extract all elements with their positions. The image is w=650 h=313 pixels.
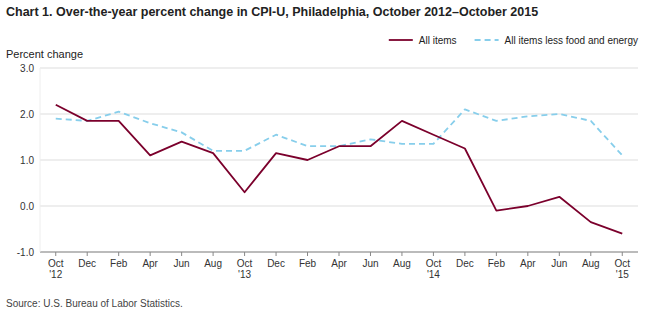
y-axis-line bbox=[40, 68, 41, 252]
x-tick bbox=[307, 252, 308, 256]
y-tick-label: 2.0 bbox=[20, 109, 34, 120]
legend-item: All items bbox=[389, 35, 457, 46]
y-tick-label: -1.0 bbox=[17, 247, 35, 258]
page: {"chart_data": { "type": "line", "title"… bbox=[0, 0, 650, 313]
y-tick-label: 0.0 bbox=[20, 201, 34, 212]
grid-line bbox=[40, 160, 638, 161]
x-tick-label-line: Apr bbox=[142, 258, 158, 269]
x-tick bbox=[87, 252, 88, 256]
legend-swatch bbox=[475, 39, 499, 41]
x-tick-label-line: Oct bbox=[426, 258, 442, 269]
chart-container: Chart 1. Over-the-year percent change in… bbox=[0, 0, 650, 313]
x-tick-label-line: '13 bbox=[238, 269, 251, 280]
x-tick-label: Oct'13 bbox=[237, 258, 253, 280]
title: Chart 1. Over-the-year percent change in… bbox=[6, 5, 538, 19]
x-tick-label: Jun bbox=[362, 258, 378, 269]
x-tick-label-line: Feb bbox=[299, 258, 317, 269]
x-tick-label-line: Apr bbox=[520, 258, 536, 269]
x-tick-label: Feb bbox=[488, 258, 506, 269]
x-tick-label-line: Dec bbox=[78, 258, 96, 269]
x-tick bbox=[496, 252, 497, 256]
x-tick-label-line: Dec bbox=[267, 258, 285, 269]
x-tick-label: Oct'15 bbox=[614, 258, 630, 280]
x-tick-label: Apr bbox=[331, 258, 347, 269]
x-tick-label-line: '15 bbox=[616, 269, 629, 280]
x-tick-label-line: Apr bbox=[331, 258, 347, 269]
x-tick-label-line: Aug bbox=[204, 258, 222, 269]
x-tick-label: Jun bbox=[174, 258, 190, 269]
x-tick bbox=[276, 252, 277, 256]
x-tick-label: Apr bbox=[142, 258, 158, 269]
x-tick bbox=[339, 252, 340, 256]
x-tick-label-line: Feb bbox=[110, 258, 128, 269]
source-note: Source: U.S. Bureau of Labor Statistics. bbox=[6, 298, 183, 309]
y-grid bbox=[40, 68, 638, 252]
chart-svg: Chart 1. Over-the-year percent change in… bbox=[0, 0, 650, 313]
background bbox=[0, 0, 650, 313]
x-tick-label: Jun bbox=[551, 258, 567, 269]
x-tick bbox=[244, 252, 245, 256]
x-tick bbox=[527, 252, 528, 256]
x-tick-label-line: Oct bbox=[614, 258, 630, 269]
x-tick bbox=[370, 252, 371, 256]
x-tick-label-line: Dec bbox=[456, 258, 474, 269]
x-tick bbox=[150, 252, 151, 256]
x-tick-label: Dec bbox=[78, 258, 96, 269]
x-tick-label: Oct'12 bbox=[48, 258, 64, 280]
x-tick bbox=[55, 252, 56, 256]
legend: All items All items less food and energy bbox=[389, 35, 638, 46]
x-tick-label-line: Feb bbox=[488, 258, 506, 269]
grid-line bbox=[40, 206, 638, 207]
x-tick bbox=[433, 252, 434, 256]
x-tick bbox=[622, 252, 623, 256]
x-tick-label-line: Jun bbox=[174, 258, 190, 269]
y-tick-labels: -1.0 0.0 1.0 2.0 3.0 bbox=[17, 63, 35, 258]
x-tick-label: Dec bbox=[456, 258, 474, 269]
x-tick-label-line: Aug bbox=[393, 258, 411, 269]
series-lines bbox=[56, 105, 623, 234]
x-tick bbox=[464, 252, 465, 256]
y-tick-label: 1.0 bbox=[20, 155, 34, 166]
x-tick bbox=[118, 252, 119, 256]
x-tick-label-line: Oct bbox=[237, 258, 253, 269]
grid-line bbox=[40, 114, 638, 115]
x-tick-label-line: Aug bbox=[582, 258, 600, 269]
series-line bbox=[56, 105, 623, 234]
x-tick bbox=[181, 252, 182, 256]
x-tick-label: Feb bbox=[299, 258, 317, 269]
y-tick-label: 3.0 bbox=[20, 63, 34, 74]
series-line bbox=[56, 109, 623, 155]
x-tick-label: Aug bbox=[393, 258, 411, 269]
legend-label: All items less food and energy bbox=[505, 35, 638, 46]
grid-line bbox=[40, 68, 638, 69]
x-tick-label: Aug bbox=[582, 258, 600, 269]
x-tick-label: Oct'14 bbox=[426, 258, 442, 280]
legend-label: All items bbox=[419, 35, 457, 46]
x-tick bbox=[213, 252, 214, 256]
legend-swatch bbox=[389, 39, 413, 41]
x-tick-label: Apr bbox=[520, 258, 536, 269]
x-tick-label-line: '14 bbox=[427, 269, 440, 280]
x-ticks: Oct'12DecFebAprJunAugOct'13DecFebAprJunA… bbox=[48, 252, 630, 280]
x-tick-label: Aug bbox=[204, 258, 222, 269]
x-tick-label: Feb bbox=[110, 258, 128, 269]
x-tick-label-line: Oct bbox=[48, 258, 64, 269]
legend-item: All items less food and energy bbox=[475, 35, 638, 46]
x-tick-label-line: Jun bbox=[362, 258, 378, 269]
x-tick-label-line: '12 bbox=[49, 269, 62, 280]
x-tick-label-line: Jun bbox=[551, 258, 567, 269]
x-tick-label: Dec bbox=[267, 258, 285, 269]
x-tick bbox=[559, 252, 560, 256]
x-tick bbox=[590, 252, 591, 256]
x-tick bbox=[401, 252, 402, 256]
y-axis-label: Percent change bbox=[6, 48, 83, 60]
